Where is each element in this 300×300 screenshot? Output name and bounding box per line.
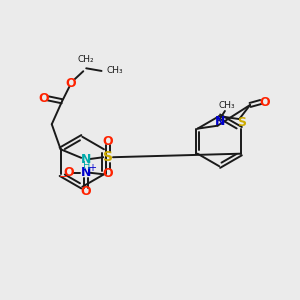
Text: N: N	[215, 116, 225, 128]
Text: O: O	[102, 167, 113, 180]
Text: +: +	[88, 163, 96, 173]
Text: N: N	[80, 166, 91, 179]
Text: −: −	[59, 172, 68, 182]
Text: CH₃: CH₃	[107, 66, 124, 75]
Text: CH₂: CH₂	[78, 56, 94, 64]
Text: S: S	[237, 116, 246, 129]
Text: O: O	[102, 134, 113, 148]
Text: CH₃: CH₃	[218, 101, 235, 110]
Text: O: O	[260, 95, 270, 109]
Text: S: S	[103, 150, 113, 164]
Text: O: O	[80, 185, 91, 199]
Text: O: O	[63, 166, 74, 179]
Text: N: N	[80, 153, 91, 166]
Text: O: O	[66, 76, 76, 89]
Text: H: H	[82, 161, 90, 171]
Text: O: O	[38, 92, 49, 105]
